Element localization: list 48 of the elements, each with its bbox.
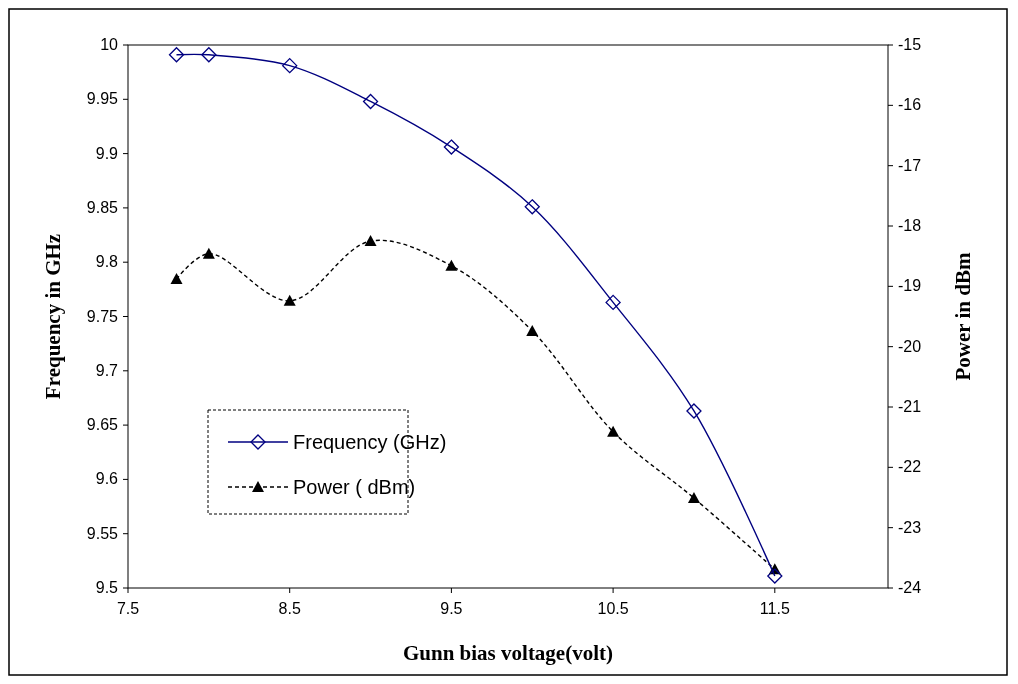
point (364, 235, 377, 247)
y-tick-label: 9.75 (86, 307, 119, 325)
point (524, 199, 540, 215)
legend-label: Frequency (GHz) (293, 431, 447, 453)
point (170, 273, 183, 285)
y2-tick-label: -19 (898, 277, 922, 295)
point (607, 425, 620, 437)
point (687, 492, 700, 504)
y-tick-label: 9.7 (95, 361, 119, 379)
y2-tick-label: -16 (898, 96, 922, 114)
legend-label: Power ( dBm) (293, 476, 416, 498)
x-tick-label: 10.5 (597, 600, 629, 617)
x-tick-label: 9.5 (440, 600, 463, 617)
y2-tick-label: -20 (898, 337, 922, 355)
point (605, 294, 621, 311)
point (767, 568, 783, 584)
point (168, 47, 185, 63)
y2-tick-label: -15 (898, 36, 922, 53)
x-tick-label: 7.5 (116, 600, 140, 617)
point (362, 93, 379, 110)
y2-tick-label: -21 (898, 398, 922, 415)
y-tick-label: 9.5 (95, 579, 119, 596)
y2-tick-label: -24 (898, 579, 922, 596)
point (445, 259, 458, 271)
y2-axis-title: Power in dBm (951, 252, 975, 381)
y-tick-label: 9.6 (95, 470, 119, 488)
y-tick-label: 9.95 (86, 90, 119, 108)
y-axis-title: Frequency in GHz (41, 233, 65, 400)
point (202, 247, 215, 259)
point (686, 403, 702, 419)
point (282, 57, 298, 74)
y-tick-label: 10 (100, 36, 119, 53)
y-tick-label: 9.65 (86, 416, 119, 434)
y2-tick-label: -18 (898, 217, 922, 234)
x-tick-label: 11.5 (759, 600, 790, 617)
point (526, 324, 539, 336)
y-tick-label: 9.9 (95, 144, 119, 162)
y-tick-label: 9.85 (86, 198, 119, 216)
y2-tick-label: -17 (898, 156, 922, 174)
point (283, 294, 296, 306)
x-tick-label: 8.5 (278, 600, 301, 617)
y-tick-label: 9.8 (95, 253, 119, 271)
point (443, 139, 460, 155)
y2-tick-label: -23 (898, 518, 922, 536)
x-axis-title: Gunn bias voltage(volt) (402, 641, 614, 665)
point (201, 47, 217, 63)
y2-tick-label: -22 (898, 458, 922, 476)
y-tick-label: 9.55 (86, 524, 119, 542)
